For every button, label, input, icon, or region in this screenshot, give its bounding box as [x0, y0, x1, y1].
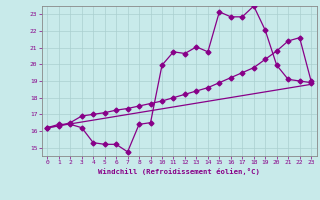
X-axis label: Windchill (Refroidissement éolien,°C): Windchill (Refroidissement éolien,°C)	[98, 168, 260, 175]
